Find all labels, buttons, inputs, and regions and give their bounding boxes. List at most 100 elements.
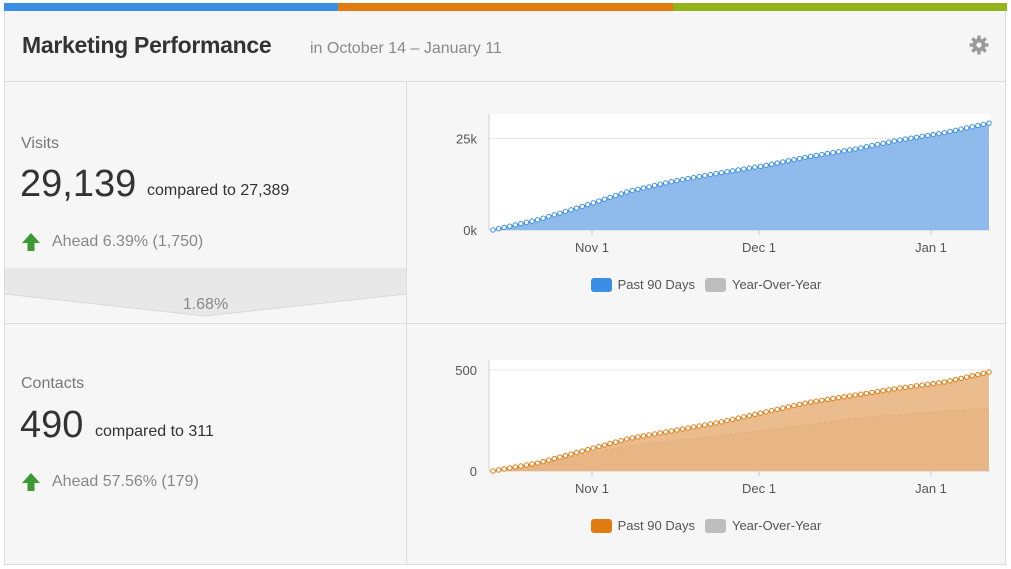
data-point[interactable] xyxy=(573,449,580,456)
data-point[interactable] xyxy=(512,464,518,470)
data-point[interactable] xyxy=(663,429,669,435)
data-point[interactable] xyxy=(501,466,507,472)
data-point[interactable] xyxy=(913,383,920,389)
data-point[interactable] xyxy=(490,468,496,474)
data-point[interactable] xyxy=(964,125,970,131)
data-point[interactable] xyxy=(780,159,786,165)
data-point[interactable] xyxy=(785,404,792,410)
data-point[interactable] xyxy=(936,380,942,386)
data-point[interactable] xyxy=(986,369,992,375)
data-point[interactable] xyxy=(657,430,663,436)
data-point[interactable] xyxy=(551,455,558,462)
data-point[interactable] xyxy=(679,426,686,432)
data-point[interactable] xyxy=(596,443,602,450)
data-point[interactable] xyxy=(746,165,753,171)
data-point[interactable] xyxy=(947,128,953,135)
data-point[interactable] xyxy=(930,131,936,138)
data-point[interactable] xyxy=(562,208,569,215)
data-point[interactable] xyxy=(780,405,786,411)
data-point[interactable] xyxy=(819,397,825,403)
data-point[interactable] xyxy=(902,384,909,391)
data-point[interactable] xyxy=(685,175,691,182)
data-point[interactable] xyxy=(579,203,585,210)
legend-past-90-days[interactable]: Past 90 Days xyxy=(590,277,695,292)
data-point[interactable] xyxy=(897,385,903,391)
data-point[interactable] xyxy=(607,440,613,447)
data-point[interactable] xyxy=(690,174,697,181)
data-point[interactable] xyxy=(813,398,819,404)
data-point[interactable] xyxy=(941,130,948,136)
data-point[interactable] xyxy=(601,196,608,202)
data-point[interactable] xyxy=(518,463,524,469)
data-point[interactable] xyxy=(841,148,847,154)
data-point[interactable] xyxy=(768,407,775,414)
data-point[interactable] xyxy=(629,187,636,194)
data-point[interactable] xyxy=(735,415,741,421)
data-point[interactable] xyxy=(707,171,714,178)
data-point[interactable] xyxy=(774,160,780,166)
data-point[interactable] xyxy=(969,124,975,130)
data-point[interactable] xyxy=(707,421,714,427)
data-point[interactable] xyxy=(802,154,808,161)
data-point[interactable] xyxy=(852,146,858,152)
data-point[interactable] xyxy=(490,227,496,233)
data-point[interactable] xyxy=(668,178,675,185)
data-point[interactable] xyxy=(980,370,987,377)
data-point[interactable] xyxy=(791,402,797,409)
data-point[interactable] xyxy=(635,186,641,193)
data-point[interactable] xyxy=(512,222,518,228)
data-point[interactable] xyxy=(557,454,563,460)
data-point[interactable] xyxy=(612,192,619,199)
data-point[interactable] xyxy=(573,205,580,211)
data-point[interactable] xyxy=(713,170,719,177)
data-point[interactable] xyxy=(557,210,563,216)
data-point[interactable] xyxy=(651,431,658,437)
data-point[interactable] xyxy=(752,164,758,170)
data-point[interactable] xyxy=(562,452,569,459)
data-point[interactable] xyxy=(735,167,741,173)
data-point[interactable] xyxy=(757,410,764,416)
data-point[interactable] xyxy=(852,392,858,398)
data-point[interactable] xyxy=(936,130,942,137)
data-point[interactable] xyxy=(679,176,686,183)
data-point[interactable] xyxy=(696,423,702,429)
data-point[interactable] xyxy=(919,133,925,140)
data-point[interactable] xyxy=(523,219,530,226)
data-point[interactable] xyxy=(713,420,719,426)
data-point[interactable] xyxy=(796,155,803,162)
data-point[interactable] xyxy=(924,381,931,388)
data-point[interactable] xyxy=(495,467,502,473)
data-point[interactable] xyxy=(858,391,864,397)
data-point[interactable] xyxy=(791,156,797,163)
data-point[interactable] xyxy=(757,163,764,170)
gear-icon[interactable] xyxy=(969,35,989,55)
data-point[interactable] xyxy=(546,213,552,220)
data-point[interactable] xyxy=(674,177,680,184)
data-point[interactable] xyxy=(813,152,819,159)
data-point[interactable] xyxy=(746,412,753,419)
data-point[interactable] xyxy=(846,393,853,399)
data-point[interactable] xyxy=(835,394,842,401)
data-point[interactable] xyxy=(885,387,892,393)
legend-year-over-year[interactable]: Year-Over-Year xyxy=(704,277,821,292)
data-point[interactable] xyxy=(718,419,725,425)
data-point[interactable] xyxy=(702,172,708,179)
data-point[interactable] xyxy=(534,460,541,466)
data-point[interactable] xyxy=(540,215,546,221)
data-point[interactable] xyxy=(651,182,658,189)
data-point[interactable] xyxy=(880,387,886,394)
data-point[interactable] xyxy=(869,389,875,396)
data-point[interactable] xyxy=(785,158,792,164)
data-point[interactable] xyxy=(768,161,775,167)
data-point[interactable] xyxy=(618,191,624,197)
data-point[interactable] xyxy=(729,416,736,423)
data-point[interactable] xyxy=(908,383,914,390)
data-point[interactable] xyxy=(824,150,831,157)
data-point[interactable] xyxy=(858,145,864,151)
data-point[interactable] xyxy=(579,448,585,454)
data-point[interactable] xyxy=(612,439,619,445)
data-point[interactable] xyxy=(696,173,702,180)
data-point[interactable] xyxy=(924,132,931,139)
data-point[interactable] xyxy=(763,162,769,169)
data-point[interactable] xyxy=(819,151,825,158)
